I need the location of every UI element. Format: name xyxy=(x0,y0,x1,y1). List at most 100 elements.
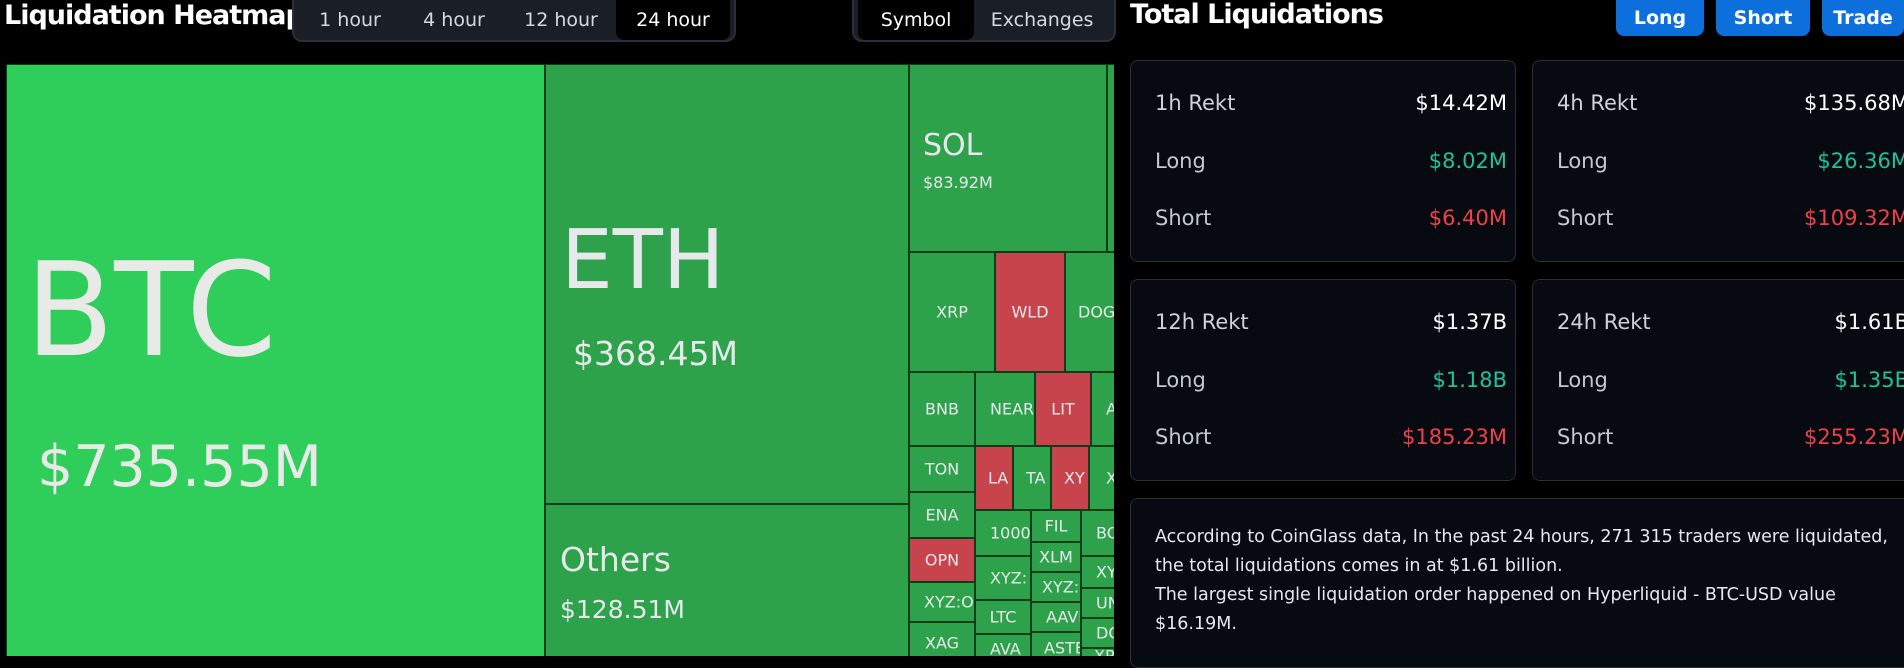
card-1h-long-value: $8.02M xyxy=(1428,149,1507,173)
tile-lit[interactable]: LIT xyxy=(1035,372,1091,446)
tab-24-hour[interactable]: 24 hour xyxy=(616,0,730,40)
card-1h-rekt: 1h Rekt $14.42M Long $8.02M Short $6.40M xyxy=(1130,60,1516,262)
card-1h-header: 1h Rekt $14.42M xyxy=(1155,91,1507,115)
tile-xlm[interactable]: XLM xyxy=(1031,542,1081,572)
tab-1-hour[interactable]: 1 hour xyxy=(319,9,381,31)
tile-sliver[interactable] xyxy=(1107,64,1114,252)
tile-1000[interactable]: 1000 xyxy=(975,510,1031,556)
tile-dog[interactable]: DOG xyxy=(1065,252,1114,372)
card-12h-total: $1.37B xyxy=(1432,310,1507,334)
tile-fil[interactable]: FIL xyxy=(1031,510,1081,542)
card-1h-period: 1h Rekt xyxy=(1155,91,1236,115)
tile-ava-symbol: AVA xyxy=(990,639,1021,657)
tile-xy-symbol: XY xyxy=(1064,468,1085,488)
tile-dog-symbol: DOG xyxy=(1078,302,1114,322)
tile-bnb-symbol: BNB xyxy=(925,399,959,419)
tile-xa[interactable]: XA xyxy=(1089,446,1114,510)
tile-ton-symbol: TON xyxy=(924,459,960,479)
tile-ton[interactable]: TON xyxy=(909,446,975,492)
tile-dot[interactable]: DOT xyxy=(1081,618,1114,648)
tile-ena-symbol: ENA xyxy=(925,505,959,525)
tile-xag[interactable]: XAG xyxy=(909,622,975,656)
tile-wld[interactable]: WLD xyxy=(995,252,1065,372)
tile-eth-symbol: ETH xyxy=(561,213,725,308)
summary-line-2: The largest single liquidation order hap… xyxy=(1155,585,1836,634)
card-12h-rekt: 12h Rekt $1.37B Long $1.18B Short $185.2… xyxy=(1130,279,1516,481)
tile-xyz-1[interactable]: XYZ: xyxy=(975,556,1031,600)
tile-btc-symbol: BTC xyxy=(25,234,277,386)
heatmap-title: Liquidation Heatmap xyxy=(4,0,305,31)
tab-exchanges[interactable]: Exchanges xyxy=(990,9,1094,31)
card-12h-period: 12h Rekt xyxy=(1155,310,1249,334)
card-12h-short-value: $185.23M xyxy=(1402,425,1507,449)
trade-button[interactable]: Trade xyxy=(1822,0,1904,36)
time-range-tabs: 1 hour 4 hour 12 hour 24 hour xyxy=(292,0,736,42)
tile-xyz-1-symbol: XYZ: xyxy=(990,568,1028,588)
tile-xyz-oi[interactable]: XYZ:OI xyxy=(909,582,975,622)
tile-bnb[interactable]: BNB xyxy=(909,372,975,446)
tile-dot-symbol: DOT xyxy=(1096,623,1114,643)
tile-xyz-3[interactable]: XYZ: xyxy=(1031,572,1081,602)
card-12h-short-label: Short xyxy=(1155,425,1212,449)
tile-ta[interactable]: TA xyxy=(1013,446,1051,510)
card-12h-long-value: $1.18B xyxy=(1432,368,1507,392)
tile-a[interactable]: A xyxy=(1091,372,1114,446)
tile-xyz-2[interactable]: XYZ xyxy=(1081,556,1114,588)
card-12h-long-row: Long $1.18B xyxy=(1155,368,1507,392)
tile-ltc[interactable]: LTC xyxy=(975,600,1031,634)
tile-fil-symbol: FIL xyxy=(1044,516,1068,536)
card-4h-short-value: $109.32M xyxy=(1804,206,1904,230)
tile-btc[interactable]: BTC $735.55M xyxy=(6,64,545,656)
card-24h-total: $1.61B xyxy=(1834,310,1904,334)
tile-1000-symbol: 1000 xyxy=(990,523,1031,543)
tile-ena[interactable]: ENA xyxy=(909,492,975,538)
tile-others-symbol: Others xyxy=(560,540,671,579)
tile-aave[interactable]: AAVE xyxy=(1031,602,1081,632)
tile-aave-symbol: AAVE xyxy=(1046,607,1080,627)
tab-4-hour[interactable]: 4 hour xyxy=(423,9,485,31)
short-button[interactable]: Short xyxy=(1716,0,1810,36)
tile-btc-value: $735.55M xyxy=(37,434,322,500)
tile-sol-value: $83.92M xyxy=(923,173,993,192)
tile-xlm-symbol: XLM xyxy=(1039,547,1073,567)
tile-xrp[interactable]: XRP xyxy=(909,252,995,372)
card-24h-long-value: $1.35B xyxy=(1834,368,1904,392)
tile-un[interactable]: UN xyxy=(1081,588,1114,618)
tile-aster-symbol: ASTE xyxy=(1044,638,1081,657)
tile-eth[interactable]: ETH $368.45M xyxy=(545,64,909,504)
tile-la-symbol: LA xyxy=(988,468,1009,488)
card-12h-header: 12h Rekt $1.37B xyxy=(1155,310,1507,334)
tile-wld-symbol: WLD xyxy=(1011,302,1049,322)
card-1h-short-value: $6.40M xyxy=(1428,206,1507,230)
tab-12-hour[interactable]: 12 hour xyxy=(524,9,598,31)
card-24h-header: 24h Rekt $1.61B xyxy=(1557,310,1904,334)
tile-opn-symbol: OPN xyxy=(924,550,960,570)
tile-la[interactable]: LA xyxy=(975,446,1013,510)
card-4h-long-value: $26.36M xyxy=(1817,149,1904,173)
tile-ava[interactable]: AVA xyxy=(975,634,1031,656)
tile-aster[interactable]: ASTE xyxy=(1031,632,1081,656)
tile-xyz-2-symbol: XYZ xyxy=(1096,562,1114,582)
tile-lit-symbol: LIT xyxy=(1051,399,1075,419)
tile-xpl[interactable]: XPL xyxy=(1081,648,1114,656)
tile-eth-value: $368.45M xyxy=(573,334,738,373)
card-24h-short-row: Short $255.23M xyxy=(1557,425,1904,449)
card-1h-long-label: Long xyxy=(1155,149,1206,173)
card-1h-short-label: Short xyxy=(1155,206,1212,230)
tile-bo[interactable]: BO xyxy=(1081,510,1114,556)
tile-xpl-symbol: XPL xyxy=(1082,649,1114,656)
card-4h-period: 4h Rekt xyxy=(1557,91,1638,115)
tile-others[interactable]: Others $128.51M xyxy=(545,504,909,656)
long-button[interactable]: Long xyxy=(1616,0,1704,36)
tile-xrp-symbol: XRP xyxy=(936,302,968,322)
card-24h-short-label: Short xyxy=(1557,425,1614,449)
card-24h-long-row: Long $1.35B xyxy=(1557,368,1904,392)
tile-xy[interactable]: XY xyxy=(1051,446,1089,510)
tile-near[interactable]: NEAR xyxy=(975,372,1035,446)
tile-others-value: $128.51M xyxy=(560,595,685,624)
card-4h-rekt: 4h Rekt $135.68M Long $26.36M Short $109… xyxy=(1532,60,1904,262)
tile-opn[interactable]: OPN xyxy=(909,538,975,582)
tile-xyz-oi-symbol: XYZ:OI xyxy=(924,592,975,612)
tab-symbol[interactable]: Symbol xyxy=(858,0,975,40)
tile-sol[interactable]: SOL $83.92M xyxy=(909,64,1107,252)
